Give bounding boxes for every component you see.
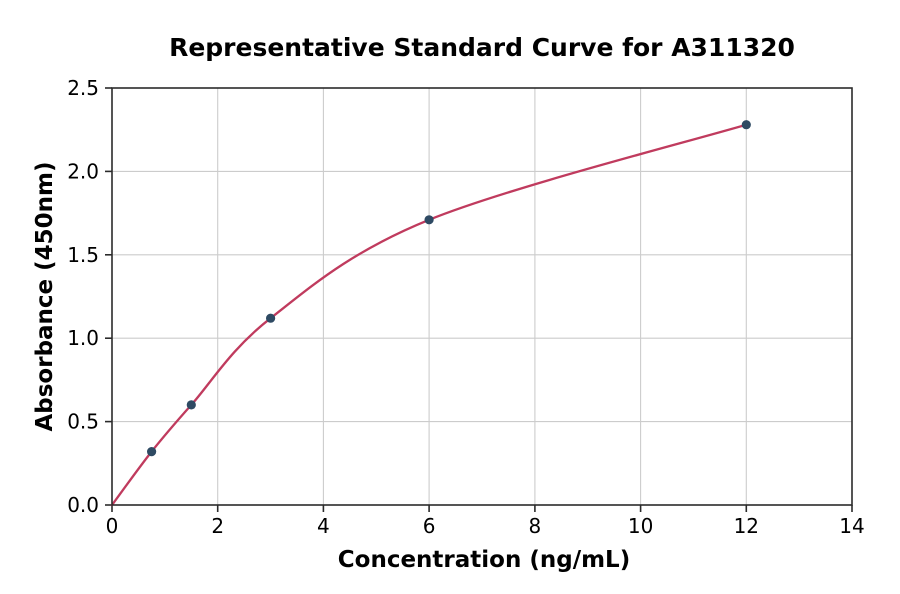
- y-axis-label: Absorbance (450nm): [32, 161, 58, 431]
- axis-tick-labels: 0 2 4 6 8 10 12 14 0.0 0.5 1.0 1.5 2.0 2.5: [67, 76, 865, 538]
- y-tick-label: 2.5: [67, 76, 99, 100]
- x-tick-label: 14: [839, 514, 864, 538]
- x-tick-label: 4: [317, 514, 330, 538]
- x-tick-label: 2: [211, 514, 224, 538]
- gridlines: [112, 88, 852, 505]
- data-points: [147, 120, 751, 457]
- data-point: [186, 400, 196, 410]
- x-axis-label: Concentration (ng/mL): [338, 547, 630, 573]
- x-tick-label: 10: [628, 514, 653, 538]
- y-tick-label: 0.5: [67, 410, 99, 434]
- data-point: [147, 447, 157, 457]
- axis-ticks: [105, 87, 853, 512]
- plot-border: [111, 87, 853, 506]
- data-point: [266, 313, 276, 323]
- y-tick-label: 2.0: [67, 159, 99, 183]
- x-tick-label: 6: [423, 514, 436, 538]
- y-tick-label: 0.0: [67, 493, 99, 517]
- y-tick-label: 1.5: [67, 243, 99, 267]
- x-tick-label: 0: [106, 514, 119, 538]
- x-tick-label: 8: [529, 514, 542, 538]
- data-point: [424, 215, 434, 225]
- data-point: [741, 120, 751, 130]
- chart-title: Representative Standard Curve for A31132…: [169, 33, 795, 62]
- y-tick-label: 1.0: [67, 326, 99, 350]
- x-tick-label: 12: [734, 514, 759, 538]
